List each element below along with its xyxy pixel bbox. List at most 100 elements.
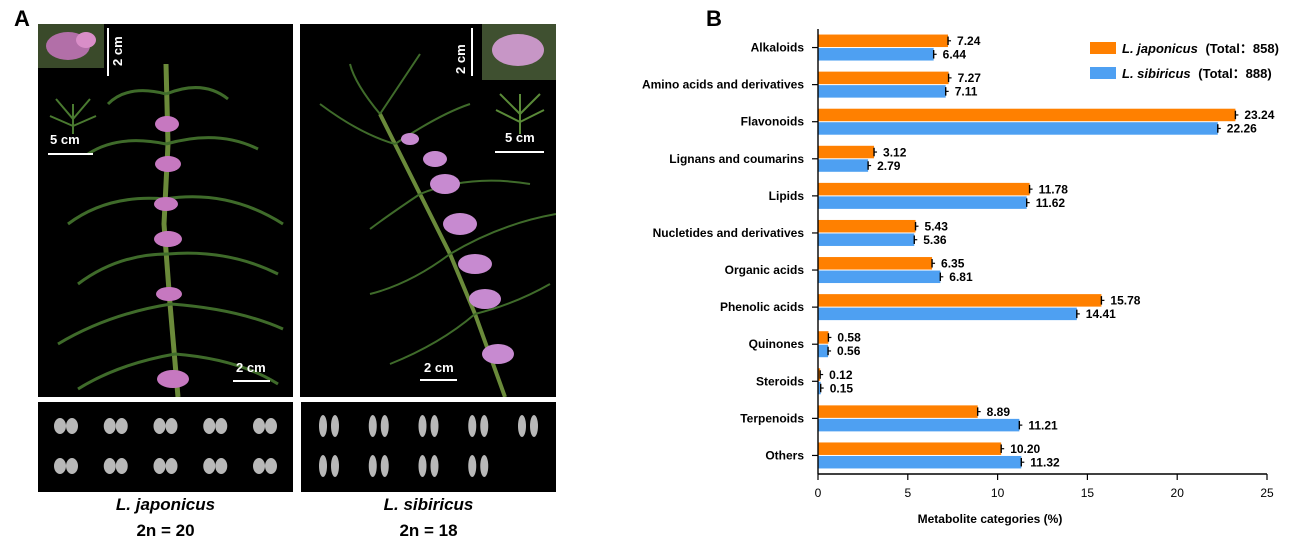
data-label: 7.11 [955,85,978,99]
chromosome [468,455,477,477]
bar-sibiricus [818,455,1022,469]
bar-sibiricus [818,122,1218,135]
category-label: Steroids [756,374,804,388]
chromosome [103,418,116,434]
legend-swatch-sibiricus [1090,67,1116,79]
panel-a-label: A [14,6,30,31]
sibiricus-leaf-scale: 5 cm [505,130,535,145]
x-tick-label: 15 [1081,486,1095,500]
chromosome [203,418,216,434]
category-label: Lignans and coumarins [669,152,804,166]
legend-entry-japonicus: L. japonicus (Total：858) [1122,41,1279,56]
bar-japonicus [818,219,916,233]
chromosome [319,415,327,437]
category-label: Amino acids and derivatives [642,78,804,92]
data-label: 11.21 [1028,418,1058,432]
chromosome [331,455,339,477]
data-label: 0.56 [837,344,861,358]
chromosome [153,458,166,474]
chromosome [530,415,538,437]
chromosome [319,455,327,477]
chromosome [265,458,277,474]
x-axis-label: Metabolite categories (%) [918,512,1063,526]
bar-japonicus [818,294,1102,307]
bar-japonicus [818,34,949,48]
legend-entry-sibiricus: L. sibiricus (Total：888) [1122,66,1272,81]
legend-sibiricus-total: (Total：888) [1198,66,1271,81]
data-label: 5.43 [925,219,949,233]
data-label: 0.58 [837,331,861,345]
chromosome [103,458,116,474]
bar-japonicus [818,145,875,159]
data-label: 11.32 [1030,455,1060,469]
category-label: Alkaloids [751,41,805,55]
chromosome [265,418,277,434]
legend-swatch-japonicus [1090,42,1116,54]
panel-b-label: B [706,6,722,31]
legend-japonicus-total: (Total：858) [1205,41,1278,56]
bar-sibiricus [818,233,915,246]
category-label: Organic acids [725,263,805,277]
data-label: 6.35 [941,257,965,271]
x-tick-label: 0 [815,486,822,500]
legend-japonicus-name: L. japonicus [1122,41,1198,56]
chromosome [368,455,377,477]
bar-japonicus [818,368,821,381]
chromosome [468,415,477,437]
japonicus-inset-scale: 2 cm [110,36,125,66]
metabolite-bar-chart: Alkaloids 7.246.44 Amino acids and derivat… [642,29,1279,526]
chromosome [215,458,228,474]
data-label: 15.78 [1110,294,1140,308]
chromosome [115,458,128,474]
japonicus-plant-photo: 2 cm 5 cm 2 cm [38,24,293,397]
chromosome [430,455,439,477]
chromosome [54,458,66,474]
chromosome [518,415,526,437]
bar-sibiricus [818,418,1020,432]
category-label: Flavonoids [741,115,805,129]
bar-sibiricus [818,270,941,284]
bar-japonicus [818,331,829,344]
data-label: 6.81 [949,270,973,284]
chromosome [115,418,128,434]
chromosome [418,455,427,477]
data-label: 23.24 [1244,108,1274,122]
data-label: 7.27 [958,71,982,85]
chromosome [430,415,439,437]
bar-japonicus [818,108,1236,122]
japonicus-species-name: L. japonicus [115,495,216,514]
category-label: Terpenoids [740,411,804,425]
data-label: 8.89 [987,405,1011,419]
sibiricus-caption: L. sibiricus 2n = 18 [301,492,556,544]
bar-sibiricus [818,48,934,61]
data-label: 0.15 [830,381,854,395]
data-label: 11.78 [1039,182,1069,196]
legend-sibiricus-name: L. sibiricus [1122,66,1191,81]
data-label: 5.36 [923,233,947,247]
chromosome [66,418,78,434]
data-label: 11.62 [1036,196,1066,210]
x-tick-label: 25 [1260,486,1274,500]
data-label: 0.12 [829,368,853,382]
chromosome [480,415,489,437]
category-label: Phenolic acids [720,300,804,314]
chromosome [331,415,339,437]
chromosome [480,455,489,477]
x-tick-label: 5 [904,486,911,500]
chromosome [253,458,265,474]
chromosome [380,415,389,437]
chromosome [253,418,265,434]
chromosome [380,455,389,477]
x-tick-label: 20 [1171,486,1185,500]
bar-japonicus [818,442,1002,455]
chromosome [165,418,178,434]
bar-sibiricus [818,85,946,98]
chromosome [203,458,216,474]
japonicus-leaf-scale: 5 cm [50,132,80,147]
chromosome [418,415,427,437]
data-label: 22.26 [1227,122,1257,136]
japonicus-caption: L. japonicus 2n = 20 [38,492,293,544]
category-label: Others [765,448,804,462]
chromosome [165,458,178,474]
chromosome [368,415,377,437]
